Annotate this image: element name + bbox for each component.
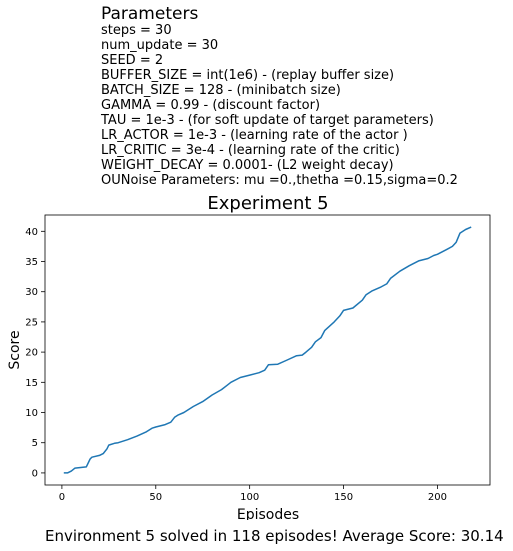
x-tick-label: 200 [428, 492, 447, 503]
y-tick-label: 0 [32, 468, 38, 479]
parameter-line: BATCH_SIZE = 128 - (minibatch size) [101, 83, 341, 98]
x-tick-label: 50 [149, 492, 162, 503]
parameter-line: BUFFER_SIZE = int(1e6) - (replay buffer … [101, 68, 395, 83]
y-tick-label: 35 [25, 257, 38, 268]
chart: Experiment 5 Score Episodes 0 50 100 150 200… [7, 193, 491, 520]
x-tick-label: 150 [334, 492, 353, 503]
y-tick-label: 20 [25, 348, 38, 359]
y-tick-label: 30 [25, 287, 38, 298]
score-line [63, 226, 472, 474]
plot-frame [44, 214, 491, 486]
parameter-line: TAU = 1e-3 - (for soft update of target … [101, 113, 434, 128]
x-axis-label: Episodes [237, 507, 299, 520]
parameters-heading: Parameters [101, 4, 199, 24]
parameter-line: num_update = 30 [101, 38, 219, 53]
parameter-line: GAMMA = 0.99 - (discount factor) [101, 98, 321, 113]
parameter-line: steps = 30 [101, 23, 172, 38]
y-tick-label: 25 [25, 317, 38, 328]
parameter-line: WEIGHT_DECAY = 0.0001- (L2 weight decay) [101, 158, 394, 173]
parameter-line: LR_CRITIC = 3e-4 - (learning rate of the… [101, 143, 400, 158]
chart-title: Experiment 5 [207, 193, 328, 214]
x-tick-label: 0 [59, 492, 65, 503]
y-tick-label: 10 [25, 408, 38, 419]
parameter-line: SEED = 2 [101, 53, 164, 68]
parameter-line: LR_ACTOR = 1e-3 - (learning rate of the … [101, 128, 408, 143]
y-tick-label: 40 [25, 227, 38, 238]
y-tick-label: 5 [32, 438, 38, 449]
x-tick-label: 100 [240, 492, 259, 503]
parameter-line: OUNoise Parameters: mu =0.,thetha =0.15,… [101, 173, 458, 188]
parameters-list: steps = 30 num_update = 30 SEED = 2 BUFFER_… [101, 23, 458, 188]
y-axis-label: Score [7, 330, 23, 369]
y-tick-label: 15 [25, 378, 38, 389]
solved-summary: Environment 5 solved in 118 episodes! Av… [45, 527, 504, 545]
